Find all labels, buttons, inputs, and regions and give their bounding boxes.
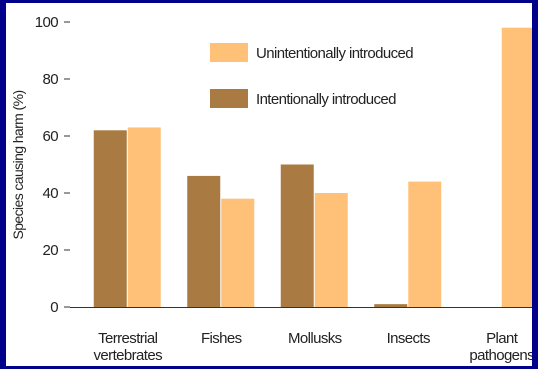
legend-swatch: [210, 43, 248, 62]
y-tick-label: 100: [35, 14, 58, 31]
x-category-label: Mollusks: [288, 330, 342, 347]
y-axis-title: Species causing harm (%): [10, 91, 26, 240]
bar-unintentional: [221, 198, 255, 307]
y-tick-label: 20: [43, 242, 59, 259]
bar-unintentional: [314, 193, 348, 307]
x-category-label: Terrestrial: [98, 330, 158, 347]
x-category-label: Insects: [387, 330, 430, 347]
bar-unintentional: [501, 27, 532, 307]
bar-intentional: [93, 130, 127, 307]
bar-unintentional: [408, 181, 442, 307]
legend-label: Intentionally introduced: [256, 91, 396, 108]
y-tick-label: 40: [43, 185, 59, 202]
x-category-label: vertebrates: [94, 347, 163, 364]
slide-frame: 0 20 40 60 80 100 Terrestrial vertebrates Fishe…: [6, 3, 532, 366]
bar-intentional: [280, 164, 314, 307]
bar-intentional: [374, 304, 408, 307]
y-tick-label: 80: [43, 71, 59, 88]
bar-unintentional: [127, 127, 161, 307]
x-category-label: pathogens: [469, 347, 532, 364]
bars-group: [93, 27, 532, 307]
y-tick-label: 60: [43, 128, 59, 145]
bar-intentional: [187, 175, 221, 307]
legend-label: Unintentionally introduced: [256, 45, 413, 62]
x-category-label: Fishes: [201, 330, 242, 347]
legend-swatch: [210, 89, 248, 108]
x-category-label: Plant: [486, 330, 519, 347]
legend: Unintentionally introduced Intentionally …: [210, 43, 414, 108]
y-tick-label: 0: [50, 299, 58, 316]
y-axis: 0 20 40 60 80 100: [35, 14, 70, 316]
